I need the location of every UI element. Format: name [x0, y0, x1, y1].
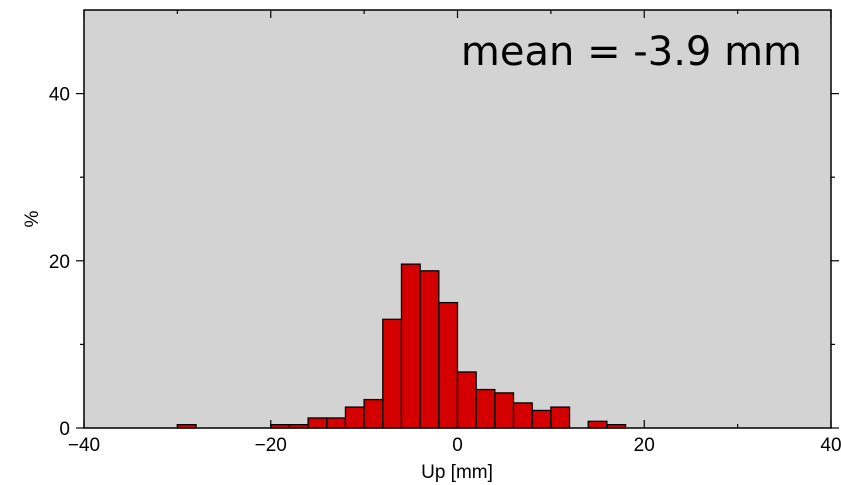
x-tick-label: 0 [452, 435, 463, 456]
histogram-bar [400, 263, 421, 429]
histogram-bar [475, 388, 496, 429]
bars-group [176, 263, 627, 429]
x-axis-title: Up [mm] [421, 462, 493, 483]
x-tick-label: −40 [68, 435, 100, 456]
y-tick-label: 20 [49, 252, 70, 273]
x-tick-label: −20 [255, 435, 287, 456]
histogram-bar [587, 420, 608, 429]
y-tick-label: 0 [59, 419, 70, 440]
plot-frame [83, 9, 832, 429]
histogram-bar [512, 402, 533, 429]
histogram-bar [531, 409, 552, 429]
histogram-bar [550, 406, 571, 429]
histogram-bar [307, 417, 328, 429]
histogram-bar [344, 406, 365, 429]
histogram-bar [326, 417, 347, 429]
histogram-bar [382, 318, 403, 429]
histogram-bar [419, 270, 440, 429]
histogram-bar [363, 398, 384, 429]
histogram-bar [438, 301, 459, 429]
x-tick-label: 40 [820, 435, 841, 456]
x-tick-label: 20 [634, 435, 655, 456]
histogram-bar [494, 392, 515, 429]
y-tick-label: 40 [49, 85, 70, 106]
y-axis-title: % [22, 210, 43, 227]
mean-annotation: mean = -3.9 mm [461, 29, 802, 75]
histogram-bar [456, 371, 477, 429]
ticks-group: −40 −20 0 20 40 0 20 40 [49, 10, 841, 456]
